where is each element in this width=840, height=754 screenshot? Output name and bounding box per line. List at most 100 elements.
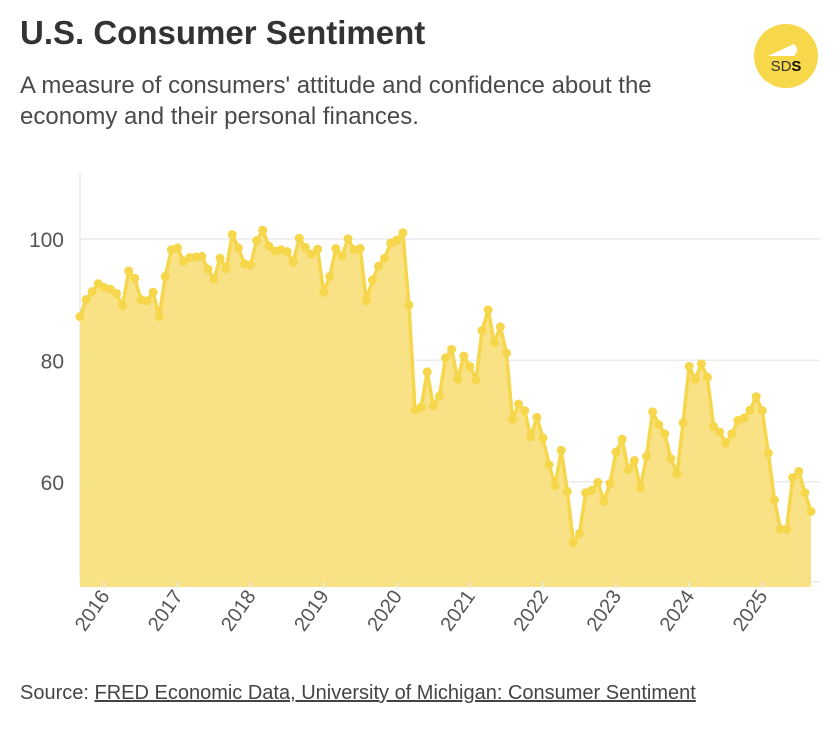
data-point <box>514 399 524 409</box>
data-point <box>337 251 347 261</box>
chart-subtitle: A measure of consumers' attitude and con… <box>20 72 652 130</box>
source-note: Source: FRED Economic Data, University o… <box>20 678 780 709</box>
data-point <box>203 264 213 274</box>
data-point <box>757 406 767 416</box>
data-point <box>319 287 329 297</box>
x-tick-label: 2022 <box>510 586 554 635</box>
data-point <box>325 271 335 281</box>
data-point <box>751 392 761 402</box>
x-tick-label: 2021 <box>436 586 480 635</box>
data-point <box>788 473 798 483</box>
data-point <box>233 243 243 253</box>
data-point <box>428 401 438 411</box>
data-point <box>288 257 298 267</box>
data-point <box>763 448 773 458</box>
data-point <box>459 351 469 361</box>
data-point <box>745 405 755 415</box>
data-point <box>666 454 676 464</box>
data-point <box>227 230 237 240</box>
sds-logo: SDS <box>754 24 818 88</box>
source-prefix: Source: <box>20 682 95 704</box>
data-point <box>367 275 377 285</box>
data-point <box>392 235 402 245</box>
data-point <box>294 233 304 243</box>
data-point <box>221 264 231 274</box>
area-chart: 2016 2017 2018 2019 2020 2021 2022 2023 2024 2025… <box>29 172 820 635</box>
data-point <box>696 359 706 369</box>
data-point <box>441 353 450 363</box>
data-point <box>252 236 262 246</box>
x-tick-label: 2018 <box>217 586 261 635</box>
data-point <box>282 247 292 257</box>
data-point <box>508 414 518 424</box>
data-point <box>501 348 511 358</box>
data-point <box>684 361 694 371</box>
data-point <box>678 418 688 428</box>
data-point <box>538 433 548 443</box>
data-point <box>702 372 712 382</box>
data-point <box>721 438 731 448</box>
data-point <box>520 406 530 416</box>
data-point <box>75 312 85 322</box>
data-point <box>568 538 578 548</box>
data-point <box>654 420 664 430</box>
data-point <box>258 225 268 235</box>
source-link[interactable]: FRED Economic Data, University of Michig… <box>94 682 696 704</box>
data-point <box>465 361 475 371</box>
data-point <box>617 434 627 444</box>
data-point <box>727 429 737 439</box>
data-point <box>544 460 554 470</box>
data-point <box>635 483 645 493</box>
y-tick-label: 80 <box>41 350 64 373</box>
data-point <box>599 496 609 506</box>
data-point <box>477 326 487 336</box>
data-point <box>471 375 481 385</box>
chart-title: U.S. Consumer Sentiment <box>20 14 426 51</box>
svg-text:SDS: SDS <box>771 58 802 75</box>
data-point <box>112 288 122 298</box>
data-point <box>81 295 91 305</box>
data-point <box>209 274 219 284</box>
data-point <box>532 412 542 422</box>
data-point <box>373 261 383 271</box>
data-point <box>715 427 725 437</box>
data-point <box>215 253 225 263</box>
data-point <box>154 312 164 322</box>
x-tick-label: 2020 <box>363 586 407 635</box>
data-point <box>739 413 749 423</box>
data-point <box>197 251 207 261</box>
area-fill <box>80 230 811 588</box>
data-point <box>495 322 505 332</box>
data-point <box>593 477 603 487</box>
data-point <box>453 374 463 384</box>
data-point <box>124 266 134 276</box>
data-point <box>398 228 408 238</box>
data-point <box>556 445 566 455</box>
data-point <box>587 485 597 495</box>
x-tick-label: 2024 <box>656 586 700 635</box>
data-point <box>343 234 353 244</box>
data-point <box>331 244 341 254</box>
data-point <box>660 429 670 439</box>
data-point <box>611 447 621 457</box>
data-point <box>690 374 700 384</box>
data-point <box>806 507 816 517</box>
data-point <box>380 253 390 263</box>
data-point <box>672 469 682 479</box>
y-tick-label: 100 <box>29 229 64 252</box>
data-point <box>562 486 572 496</box>
data-point <box>416 402 426 412</box>
x-tick-label: 2017 <box>144 586 188 635</box>
data-point <box>306 249 316 259</box>
data-point <box>246 260 256 270</box>
x-tick-label: 2016 <box>71 586 115 635</box>
data-point <box>300 242 310 252</box>
data-point <box>550 480 560 490</box>
data-point <box>355 244 365 254</box>
data-point <box>118 301 128 311</box>
data-point <box>575 528 585 538</box>
data-point <box>264 241 274 251</box>
data-point <box>800 488 810 498</box>
data-point <box>87 287 97 297</box>
data-point <box>313 244 323 254</box>
